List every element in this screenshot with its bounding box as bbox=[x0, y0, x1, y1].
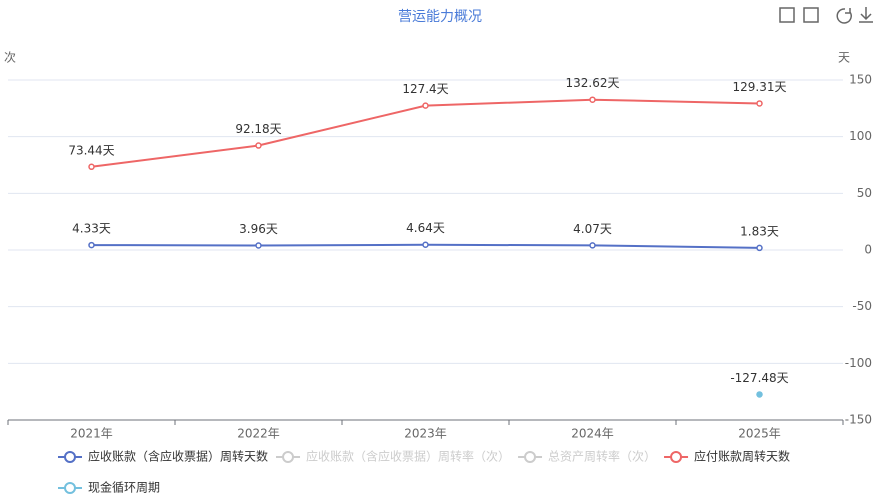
refresh-icon[interactable] bbox=[836, 8, 852, 24]
legend-label[interactable]: 总资产周转率（次） bbox=[548, 449, 656, 464]
y2-tick-label: 100 bbox=[849, 129, 872, 143]
data-point bbox=[255, 142, 262, 149]
data-point bbox=[88, 163, 95, 171]
restore-icon[interactable] bbox=[803, 7, 819, 23]
legend-label[interactable]: 应收账款（含应收票据）周转天数 bbox=[88, 449, 268, 464]
legend-label[interactable]: 应收账款（含应收票据）周转率（次） bbox=[306, 449, 510, 464]
data-label: 129.31天 bbox=[733, 80, 787, 94]
x-tick-label: 2024年 bbox=[571, 427, 614, 441]
x-tick-label: 2022年 bbox=[237, 427, 280, 441]
data-point bbox=[422, 102, 429, 109]
download-icon[interactable] bbox=[859, 7, 873, 23]
y2-tick-label: 50 bbox=[857, 186, 872, 200]
data-label: 127.4天 bbox=[402, 82, 448, 96]
data-point bbox=[756, 391, 763, 398]
data-label: 1.83天 bbox=[740, 224, 779, 238]
x-tick-label: 2021年 bbox=[70, 427, 113, 441]
y2-tick-label: -100 bbox=[845, 356, 872, 370]
y-axis-label: 次 bbox=[4, 51, 16, 65]
data-point bbox=[255, 242, 262, 249]
series-line bbox=[91, 98, 760, 168]
data-label: 4.07天 bbox=[573, 222, 612, 236]
legend-marker[interactable] bbox=[524, 451, 537, 463]
data-point bbox=[422, 241, 429, 248]
data-point bbox=[756, 244, 763, 252]
y2-tick-label: -50 bbox=[852, 299, 872, 313]
y2-axis-label: 天 bbox=[838, 51, 850, 65]
y2-tick-label: 150 bbox=[849, 73, 872, 87]
data-label: 132.62天 bbox=[566, 76, 620, 90]
data-label: -127.48天 bbox=[730, 371, 788, 385]
data-point bbox=[589, 242, 596, 249]
legend-marker[interactable] bbox=[64, 451, 76, 463]
y2-tick-label: 0 bbox=[864, 243, 872, 257]
legend-marker[interactable] bbox=[670, 451, 683, 463]
data-view-icon[interactable] bbox=[779, 7, 795, 23]
x-tick-label: 2023年 bbox=[404, 427, 447, 441]
x-tick-label: 2025年 bbox=[738, 427, 781, 441]
toolbar[interactable] bbox=[779, 7, 873, 24]
chart-title: 营运能力概况 bbox=[398, 9, 482, 25]
legend-label[interactable]: 现金循环周期 bbox=[88, 480, 160, 495]
data-label: 4.33天 bbox=[72, 222, 111, 236]
data-label: 73.44天 bbox=[68, 143, 114, 157]
legend-marker[interactable] bbox=[282, 451, 295, 463]
legend-marker[interactable] bbox=[64, 482, 76, 494]
y2-tick-label: -150 bbox=[845, 413, 872, 427]
data-point bbox=[88, 241, 95, 249]
data-point bbox=[756, 100, 763, 107]
data-point bbox=[589, 96, 596, 103]
data-label: 3.96天 bbox=[239, 222, 278, 236]
data-label: 92.18天 bbox=[235, 122, 281, 136]
data-label: 4.64天 bbox=[406, 221, 445, 235]
legend-label[interactable]: 应付账款周转天数 bbox=[694, 449, 790, 464]
